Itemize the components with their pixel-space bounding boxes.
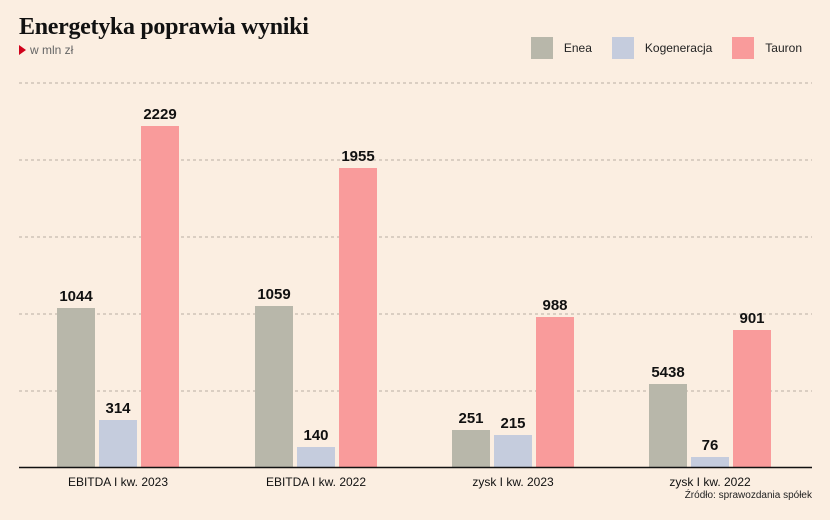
bar-enea-2 [452,430,490,467]
legend-item-tauron: Tauron [732,37,802,59]
category-label: zysk I kw. 2022 [669,475,751,489]
category-label: EBITDA I kw. 2023 [68,475,168,489]
red-triangle-icon [19,45,26,55]
data-label: 988 [542,297,567,314]
unit-label: w mln zł [30,43,74,57]
bar-kogeneracja-1 [297,447,335,467]
data-label: 251 [458,410,483,427]
source-note: Źródło: sprawozdania spółek [684,490,812,501]
category-label: zysk I kw. 2023 [472,475,554,489]
legend-item-enea: Enea [530,37,592,59]
legend-label-enea: Enea [563,41,592,55]
bar-kogeneracja-3 [691,457,729,467]
category-label: EBITDA I kw. 2022 [266,475,366,489]
legend-swatch-tauron [732,37,755,59]
bar-tauron-1 [339,168,377,467]
data-label: 1044 [59,288,93,305]
data-label: 901 [739,310,764,327]
bar-kogeneracja-0 [99,420,137,467]
bar-enea-1 [255,306,293,467]
bar-tauron-3 [733,330,771,467]
bar-enea-3 [649,384,687,467]
data-label: 1955 [341,148,374,165]
bar-enea-0 [57,308,95,467]
bar-tauron-2 [536,317,574,467]
legend-label-kogeneracja: Kogeneracja [644,41,713,55]
data-label: 76 [702,437,719,454]
data-label: 2229 [143,106,176,123]
legend-label-tauron: Tauron [765,41,802,55]
data-label: 1059 [257,286,290,303]
data-label: 314 [105,400,131,417]
data-label: 5438 [651,364,684,381]
legend: Enea Kogeneracja Tauron [530,37,802,59]
data-label: 140 [303,427,328,444]
bar-tauron-0 [141,126,179,467]
chart-title: Energetyka poprawia wyniki [19,14,309,40]
legend-item-kogeneracja: Kogeneracja [611,37,713,59]
legend-swatch-kogeneracja [611,37,634,59]
data-label: 215 [500,415,525,432]
chart-subtitle: w mln zł [19,43,73,57]
legend-swatch-enea [530,37,553,59]
bar-kogeneracja-2 [494,435,532,467]
